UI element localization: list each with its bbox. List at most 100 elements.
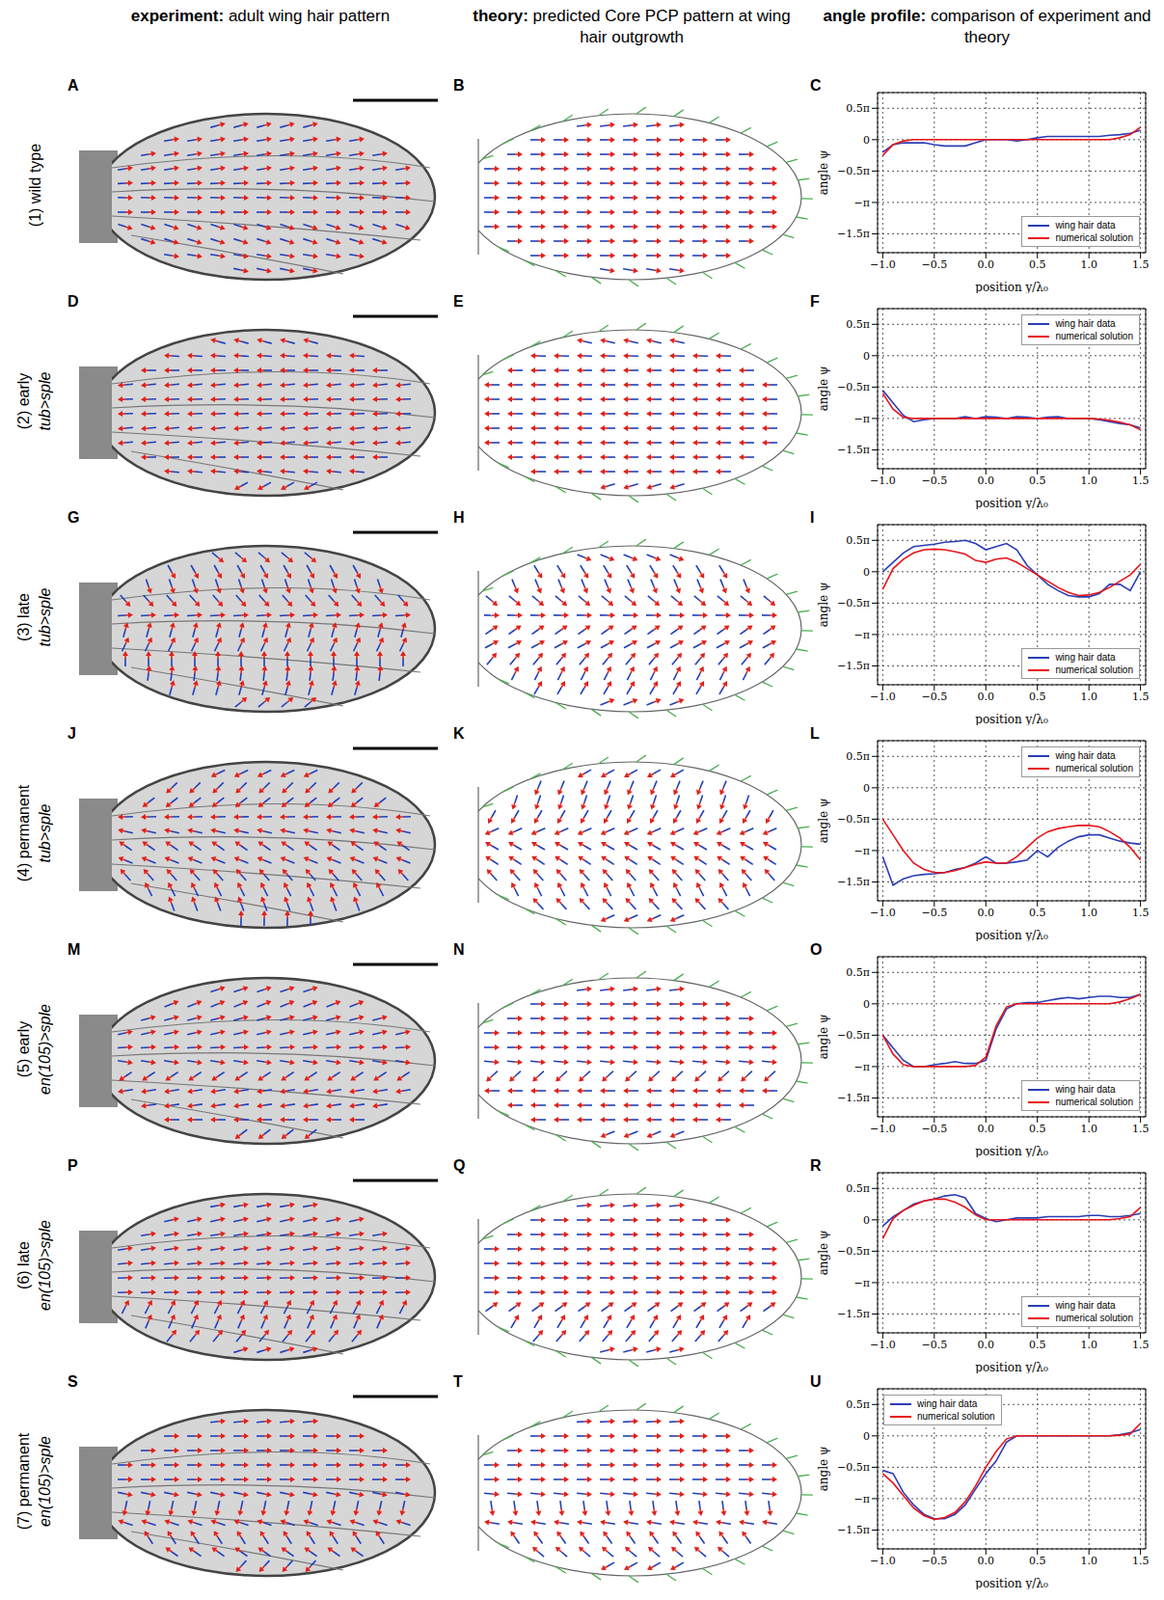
svg-text:−1.0: −1.0 (869, 1554, 896, 1568)
svg-text:−0.5: −0.5 (920, 258, 948, 271)
svg-text:tub>sple: tub>sple (36, 803, 54, 863)
svg-text:−0.5π: −0.5π (837, 380, 870, 394)
svg-text:0.5π: 0.5π (845, 534, 870, 547)
svg-text:−1.5π: −1.5π (837, 1523, 870, 1537)
svg-text:0: 0 (863, 782, 870, 795)
svg-text:angle ψ: angle ψ (816, 1446, 831, 1492)
svg-text:(6) late: (6) late (15, 1241, 32, 1290)
svg-text:0: 0 (863, 1430, 870, 1443)
svg-text:−0.5π: −0.5π (837, 1245, 870, 1258)
svg-text:−0.5π: −0.5π (837, 596, 870, 610)
svg-text:0.5: 0.5 (1028, 1122, 1047, 1136)
svg-text:position y/λ₀: position y/λ₀ (974, 1144, 1049, 1158)
svg-text:angle ψ: angle ψ (816, 582, 831, 628)
svg-text:−0.5: −0.5 (920, 906, 948, 920)
svg-text:position y/λ₀: position y/λ₀ (974, 928, 1049, 942)
svg-text:0.5: 0.5 (1028, 258, 1047, 271)
svg-text:0.5π: 0.5π (845, 966, 870, 979)
svg-text:0.5: 0.5 (1028, 906, 1047, 920)
svg-text:0: 0 (863, 350, 870, 363)
svg-text:(4) permanent: (4) permanent (15, 784, 32, 882)
svg-text:tub>sple: tub>sple (36, 371, 54, 431)
svg-text:angle ψ: angle ψ (816, 1014, 831, 1060)
svg-text:1.5: 1.5 (1132, 906, 1150, 920)
svg-text:0.0: 0.0 (977, 906, 996, 920)
svg-text:−π: −π (854, 412, 870, 426)
svg-text:−1.0: −1.0 (869, 1338, 896, 1352)
svg-text:en(105)>sple: en(105)>sple (36, 1219, 54, 1311)
svg-text:0.5: 0.5 (1028, 474, 1047, 488)
svg-text:−π: −π (854, 844, 870, 858)
svg-text:0: 0 (863, 1214, 870, 1227)
svg-text:1.5: 1.5 (1132, 258, 1150, 271)
svg-text:en(105)>sple: en(105)>sple (36, 1003, 54, 1095)
svg-text:−1.5π: −1.5π (837, 1307, 870, 1321)
svg-text:−1.5π: −1.5π (837, 875, 870, 889)
svg-text:1.5: 1.5 (1132, 1122, 1150, 1136)
svg-text:−1.0: −1.0 (869, 1122, 896, 1136)
svg-text:0.5π: 0.5π (845, 102, 870, 115)
svg-text:1.0: 1.0 (1080, 258, 1098, 271)
svg-text:angle ψ: angle ψ (816, 798, 831, 844)
svg-text:−0.5π: −0.5π (837, 164, 870, 178)
svg-text:−π: −π (854, 1060, 870, 1074)
svg-text:−1.0: −1.0 (869, 474, 896, 488)
svg-text:−0.5: −0.5 (920, 474, 948, 488)
svg-text:1.5: 1.5 (1132, 1554, 1150, 1568)
svg-text:0.5: 0.5 (1028, 1554, 1047, 1568)
svg-text:0.0: 0.0 (977, 690, 996, 704)
svg-text:(2) early: (2) early (15, 373, 32, 431)
svg-text:−π: −π (854, 1276, 870, 1290)
svg-text:0.0: 0.0 (977, 1554, 996, 1568)
svg-text:−1.5π: −1.5π (837, 1091, 870, 1105)
svg-text:0.0: 0.0 (977, 1338, 996, 1352)
svg-text:0.5π: 0.5π (845, 1182, 870, 1195)
svg-text:−1.5π: −1.5π (837, 659, 870, 673)
svg-text:−0.5: −0.5 (920, 1554, 948, 1568)
svg-text:−π: −π (854, 628, 870, 642)
svg-text:1.5: 1.5 (1132, 474, 1150, 488)
svg-text:0.0: 0.0 (977, 474, 996, 488)
svg-text:1.0: 1.0 (1080, 690, 1098, 704)
svg-text:0: 0 (863, 134, 870, 147)
svg-text:angle ψ: angle ψ (816, 1230, 831, 1276)
svg-text:−1.0: −1.0 (869, 690, 896, 704)
svg-text:0.0: 0.0 (977, 1122, 996, 1136)
svg-text:(5) early: (5) early (15, 1021, 32, 1079)
svg-text:1.0: 1.0 (1080, 474, 1098, 488)
svg-text:−π: −π (854, 1492, 870, 1506)
svg-text:−0.5: −0.5 (920, 1122, 948, 1136)
svg-text:position y/λ₀: position y/λ₀ (974, 1360, 1049, 1374)
svg-text:1.0: 1.0 (1080, 906, 1098, 920)
svg-text:1.0: 1.0 (1080, 1338, 1098, 1352)
svg-text:position y/λ₀: position y/λ₀ (974, 496, 1049, 510)
svg-text:−π: −π (854, 196, 870, 210)
svg-text:tub>sple: tub>sple (36, 587, 54, 647)
svg-text:(3) late: (3) late (15, 593, 32, 642)
svg-text:0.5π: 0.5π (845, 318, 870, 331)
svg-text:−1.0: −1.0 (869, 258, 896, 271)
svg-text:(7) permanent: (7) permanent (15, 1432, 32, 1530)
svg-text:−1.0: −1.0 (869, 906, 896, 920)
svg-text:0: 0 (863, 566, 870, 579)
svg-text:angle ψ: angle ψ (816, 150, 831, 196)
svg-text:0.5π: 0.5π (845, 1398, 870, 1411)
svg-text:0.5: 0.5 (1028, 1338, 1047, 1352)
svg-text:1.0: 1.0 (1080, 1122, 1098, 1136)
svg-text:0.5: 0.5 (1028, 690, 1047, 704)
svg-text:position y/λ₀: position y/λ₀ (974, 1576, 1049, 1590)
svg-text:1.5: 1.5 (1132, 1338, 1150, 1352)
svg-text:position y/λ₀: position y/λ₀ (974, 712, 1049, 726)
svg-text:0.0: 0.0 (977, 258, 996, 271)
svg-text:en(105)>sple: en(105)>sple (36, 1435, 54, 1527)
svg-text:0: 0 (863, 998, 870, 1011)
svg-text:−0.5π: −0.5π (837, 812, 870, 826)
svg-text:−0.5: −0.5 (920, 690, 948, 704)
svg-text:1.0: 1.0 (1080, 1554, 1098, 1568)
svg-text:0.5π: 0.5π (845, 750, 870, 763)
svg-text:1.5: 1.5 (1132, 690, 1150, 704)
svg-text:−0.5π: −0.5π (837, 1461, 870, 1474)
svg-text:−0.5: −0.5 (920, 1338, 948, 1352)
svg-text:−1.5π: −1.5π (837, 443, 870, 457)
svg-text:−1.5π: −1.5π (837, 227, 870, 241)
